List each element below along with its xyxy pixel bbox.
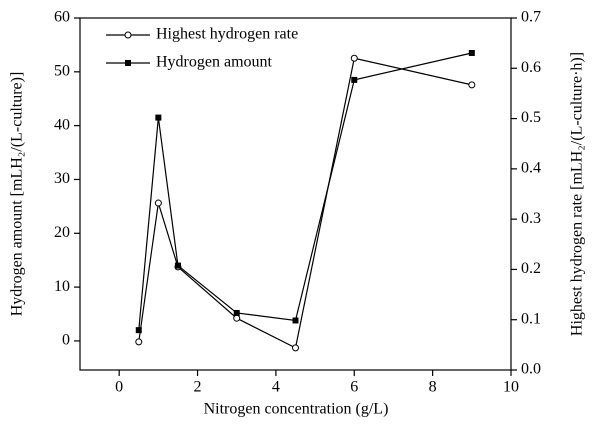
point [468,81,476,89]
point [292,317,299,324]
point [154,199,162,207]
y2-tick-label: 0.0 [521,361,541,378]
series-line [138,57,472,349]
y2-tick-label: 0.3 [521,210,541,227]
legend-label: Highest hydrogen rate [156,26,298,43]
point [135,338,143,346]
y2-tick-label: 0.5 [521,109,541,126]
x-tick-label: 2 [194,379,202,396]
x-tick-label: 8 [429,379,437,396]
y-tick-label: 10 [54,278,70,295]
point [174,262,181,269]
y-tick-label: 30 [54,170,70,187]
y-tick-label: 60 [54,9,70,26]
y2-tick-label: 0.1 [521,310,541,327]
point [350,54,358,62]
point [155,114,162,121]
series-line [138,52,472,331]
point [468,49,475,56]
point [125,60,131,66]
point [233,314,241,322]
y2-tick-label: 0.6 [521,59,541,76]
y-axis-label: Hydrogen amount [mLH₂/(L-culture)] [9,72,26,317]
y-tick-label: 20 [54,224,70,241]
y-tick-label: 50 [54,62,70,79]
x-tick-label: 4 [272,379,280,396]
point [124,31,132,39]
point [351,76,358,83]
x-axis-label: Nitrogen concentration (g/L) [204,401,389,418]
legend-label: Hydrogen amount [156,54,273,71]
point [292,344,299,352]
y2-tick-label: 0.2 [521,260,541,277]
y2-axis-label: Highest hydrogen rate [mLH₂/(L-culture·h… [569,52,586,336]
x-tick-label: 6 [350,379,358,396]
point [135,327,142,334]
plot-frame [79,17,512,371]
point [233,309,240,316]
x-tick-label: 0 [115,379,123,396]
y2-tick-label: 0.7 [521,9,541,26]
y2-tick-label: 0.4 [521,160,541,177]
x-tick-label: 10 [503,379,519,396]
y-tick-label: 0 [62,332,70,349]
y-tick-label: 40 [54,116,70,133]
